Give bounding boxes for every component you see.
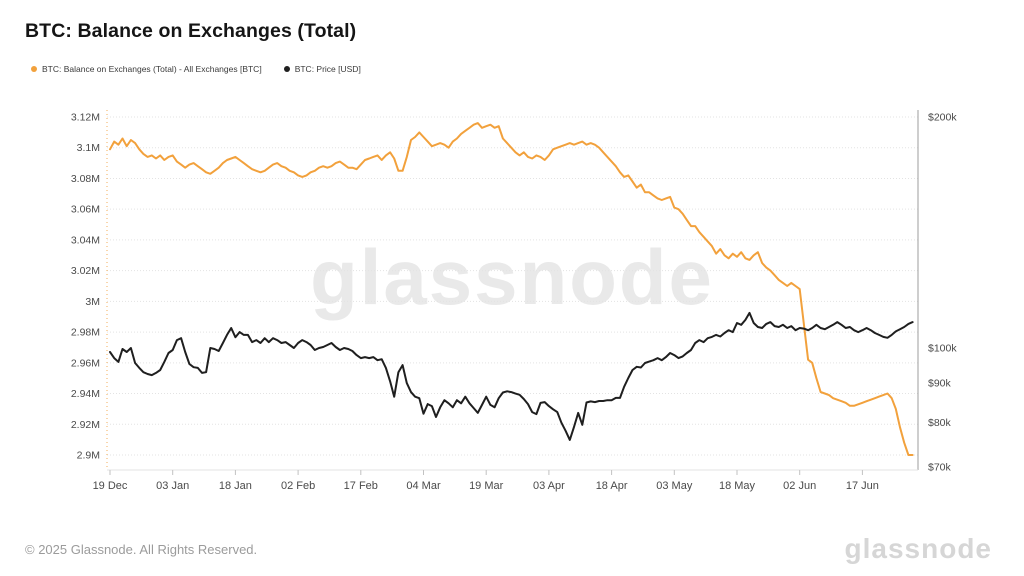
x-axis-tick-label: 19 Dec bbox=[93, 480, 128, 492]
left-axis-tick-label: 2.98M bbox=[71, 327, 100, 339]
legend-label-price: BTC: Price [USD] bbox=[294, 64, 361, 74]
x-axis-tick-label: 04 Mar bbox=[406, 480, 441, 492]
price-line-series bbox=[109, 311, 914, 441]
x-axis-tick-label: 17 Feb bbox=[344, 480, 378, 492]
copyright-text: © 2025 Glassnode. All Rights Reserved. bbox=[25, 542, 258, 557]
page-title: BTC: Balance on Exchanges (Total) bbox=[25, 20, 357, 42]
left-axis-tick-label: 2.92M bbox=[71, 419, 100, 431]
x-axis-tick-label: 18 May bbox=[719, 480, 756, 492]
x-axis-tick-label: 03 Jan bbox=[156, 480, 189, 492]
balance-line-series bbox=[109, 122, 914, 456]
x-axis-tick-label: 18 Jan bbox=[219, 480, 252, 492]
x-axis-tick-label: 02 Feb bbox=[281, 480, 315, 492]
legend: BTC: Balance on Exchanges (Total) - All … bbox=[31, 64, 361, 74]
left-axis-tick-label: 2.94M bbox=[71, 388, 100, 400]
legend-item-price[interactable]: BTC: Price [USD] bbox=[283, 64, 361, 74]
legend-dot-price-icon bbox=[283, 66, 290, 72]
right-axis-tick-label: $80k bbox=[928, 417, 952, 429]
x-axis-tick-label: 03 May bbox=[656, 480, 693, 492]
right-axis-tick-label: $70k bbox=[928, 461, 952, 473]
left-axis-tick-label: 3.12M bbox=[71, 112, 100, 124]
left-axis-tick-label: 3.1M bbox=[77, 142, 100, 154]
right-axis-tick-label: $200k bbox=[928, 112, 957, 124]
x-axis-tick-label: 03 Apr bbox=[533, 480, 565, 492]
legend-item-balance[interactable]: BTC: Balance on Exchanges (Total) - All … bbox=[31, 64, 262, 74]
x-axis-tick-label: 02 Jun bbox=[783, 480, 816, 492]
left-axis-tick-label: 2.9M bbox=[77, 450, 100, 462]
left-axis-tick-label: 3.08M bbox=[71, 173, 100, 185]
left-axis-tick-label: 3.02M bbox=[71, 265, 100, 277]
left-axis-tick-label: 3.06M bbox=[71, 204, 100, 216]
glassnode-logo: glassnode bbox=[844, 533, 992, 564]
x-axis-tick-label: 19 Mar bbox=[469, 480, 504, 492]
legend-dot-balance-icon bbox=[31, 66, 37, 72]
x-axis-tick-label: 17 Jun bbox=[846, 480, 879, 492]
x-axis-tick-label: 18 Apr bbox=[596, 480, 628, 492]
left-axis-tick-label: 2.96M bbox=[71, 357, 100, 369]
left-axis-tick-label: 3M bbox=[85, 296, 100, 308]
right-axis-tick-label: $90k bbox=[928, 378, 952, 390]
legend-label-balance: BTC: Balance on Exchanges (Total) - All … bbox=[42, 64, 262, 74]
left-axis-tick-label: 3.04M bbox=[71, 234, 100, 246]
right-axis-tick-label: $100k bbox=[928, 343, 957, 355]
